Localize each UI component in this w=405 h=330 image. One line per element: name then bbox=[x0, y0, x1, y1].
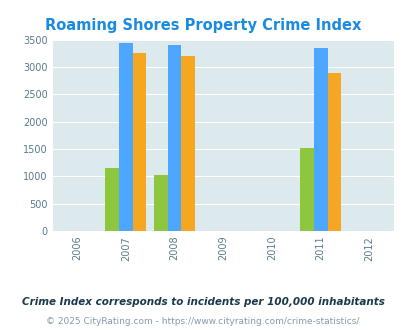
Bar bbox=[154, 175, 167, 231]
Bar bbox=[327, 73, 340, 231]
Text: © 2025 CityRating.com - https://www.cityrating.com/crime-statistics/: © 2025 CityRating.com - https://www.city… bbox=[46, 317, 359, 326]
Bar bbox=[181, 56, 194, 231]
Bar bbox=[105, 168, 119, 231]
Bar bbox=[313, 49, 327, 231]
Bar bbox=[300, 148, 313, 231]
Bar bbox=[132, 53, 146, 231]
Text: Crime Index corresponds to incidents per 100,000 inhabitants: Crime Index corresponds to incidents per… bbox=[21, 297, 384, 307]
Bar bbox=[119, 43, 132, 231]
Text: Roaming Shores Property Crime Index: Roaming Shores Property Crime Index bbox=[45, 18, 360, 33]
Bar bbox=[167, 45, 181, 231]
